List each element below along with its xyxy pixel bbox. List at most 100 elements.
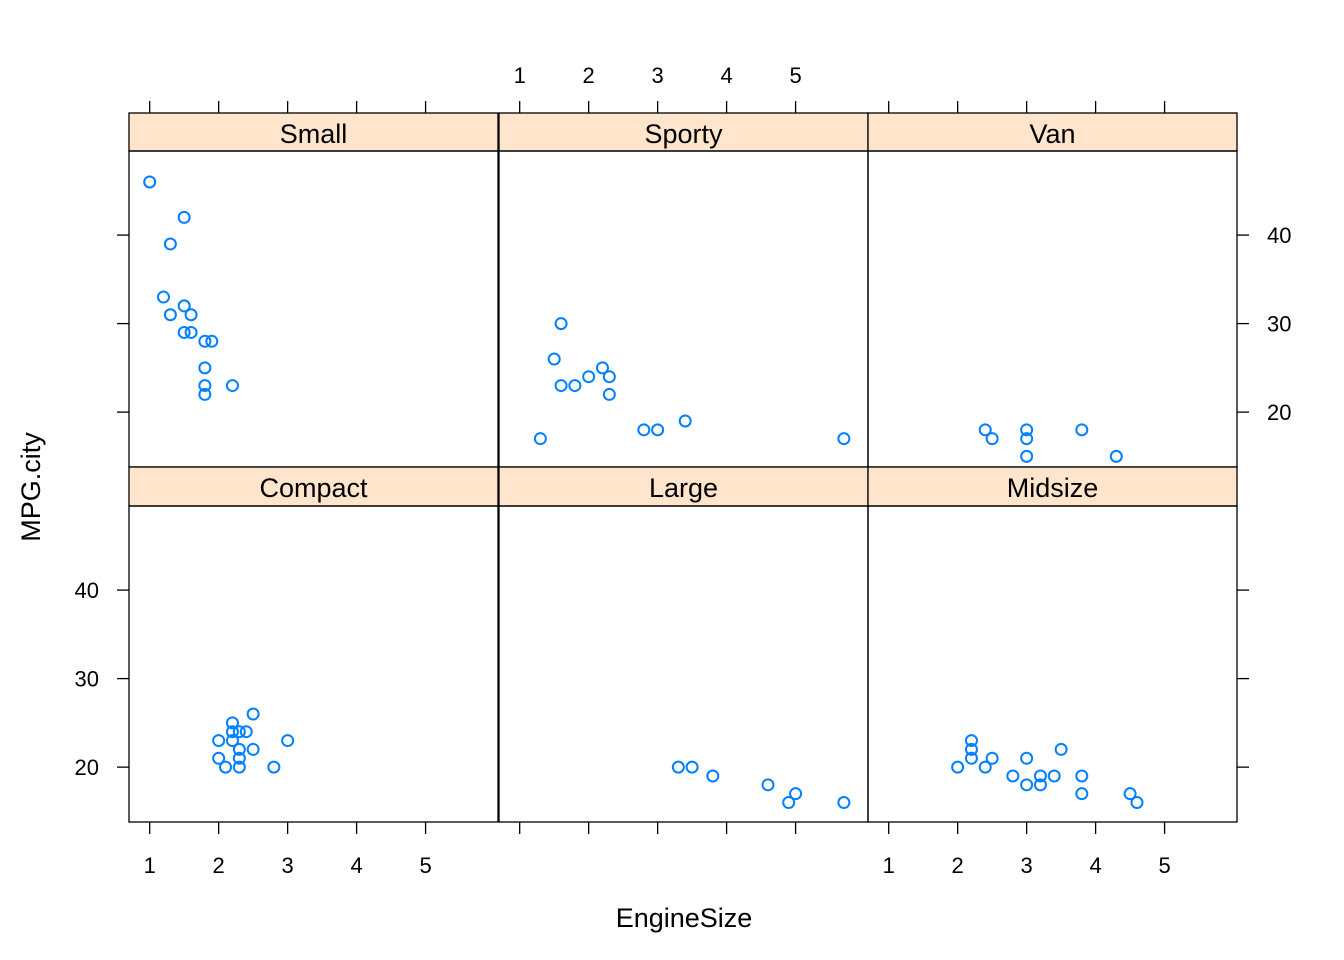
- x-tick-label-bottom: 2: [213, 853, 225, 878]
- data-point: [267, 760, 281, 774]
- axis-ticks: 20 20 30 30 40 40 1 2 3 4 5 1 2 3 4 5 1 2 3 4 5: [75, 63, 1292, 878]
- data-point: [163, 237, 177, 251]
- data-point: [198, 334, 212, 348]
- panels: Small Sporty Van Compact Large Midsize: [128, 112, 1238, 823]
- data-point: [595, 361, 609, 375]
- data-point: [1075, 769, 1089, 783]
- strip-midsize: [867, 466, 1238, 507]
- data-point: [964, 734, 978, 748]
- data-point: [1075, 787, 1089, 801]
- data-point: [985, 751, 999, 765]
- data-point: [246, 742, 260, 756]
- data-point: [177, 325, 191, 339]
- y-tick-label-left: 20: [75, 755, 99, 780]
- strip-sporty: [498, 112, 869, 152]
- data-point: [1075, 423, 1089, 437]
- strip-van: [867, 112, 1238, 152]
- panel-van: Van: [867, 112, 1238, 468]
- panel-compact: Compact: [128, 466, 499, 823]
- data-point: [225, 716, 239, 730]
- data-point: [985, 432, 999, 446]
- data-point: [1109, 449, 1123, 463]
- y-tick-label-left: 40: [75, 578, 99, 603]
- strip-label-sporty: Sporty: [644, 119, 723, 149]
- strip-compact: [128, 466, 499, 507]
- data-point: [837, 796, 851, 810]
- x-tick-label-top: 3: [652, 63, 664, 88]
- data-point: [789, 787, 803, 801]
- y-axis-label: MPG.city: [16, 432, 46, 542]
- panel-frame-compact: [128, 505, 499, 823]
- data-point: [281, 734, 295, 748]
- data-point: [198, 361, 212, 375]
- x-tick-label-bottom: 3: [1021, 853, 1033, 878]
- x-tick-label-bottom: 3: [282, 853, 294, 878]
- data-point: [951, 760, 965, 774]
- data-point: [184, 325, 198, 339]
- data-point: [205, 334, 219, 348]
- data-point: [782, 796, 796, 810]
- x-tick-label-top: 5: [789, 63, 801, 88]
- data-point: [978, 423, 992, 437]
- data-point: [1006, 769, 1020, 783]
- data-point: [232, 725, 246, 739]
- data-point: [637, 423, 651, 437]
- panel-large: Large: [498, 466, 869, 823]
- panel-small: Small: [128, 112, 499, 468]
- data-point: [964, 742, 978, 756]
- data-point: [554, 317, 568, 331]
- data-point: [1020, 432, 1034, 446]
- x-tick-label-top: 1: [514, 63, 526, 88]
- data-point: [582, 370, 596, 384]
- x-tick-label-bottom: 1: [883, 853, 895, 878]
- x-tick-label-bottom: 5: [419, 853, 431, 878]
- data-point: [1020, 751, 1034, 765]
- data-point: [1033, 769, 1047, 783]
- data-point: [1020, 423, 1034, 437]
- data-point: [246, 707, 260, 721]
- data-point: [212, 734, 226, 748]
- x-tick-label-bottom: 5: [1158, 853, 1170, 878]
- panel-midsize: Midsize: [867, 466, 1238, 823]
- data-point: [156, 290, 170, 304]
- data-point: [225, 734, 239, 748]
- data-point: [212, 751, 226, 765]
- data-point: [964, 751, 978, 765]
- data-point: [239, 725, 253, 739]
- data-point: [685, 760, 699, 774]
- data-point: [177, 299, 191, 313]
- y-tick-label-left: 30: [75, 667, 99, 692]
- y-tick-label-right: 20: [1267, 400, 1291, 425]
- x-tick-label-bottom: 4: [1089, 853, 1101, 878]
- data-point: [706, 769, 720, 783]
- x-axis-label: EngineSize: [616, 903, 753, 933]
- strip-label-small: Small: [280, 119, 348, 149]
- x-tick-label-bottom: 4: [350, 853, 362, 878]
- x-tick-label-top: 2: [583, 63, 595, 88]
- y-tick-label-right: 30: [1267, 312, 1291, 337]
- strip-label-large: Large: [649, 473, 718, 503]
- data-point: [232, 751, 246, 765]
- strip-label-compact: Compact: [259, 473, 368, 503]
- x-tick-label-bottom: 2: [952, 853, 964, 878]
- data-point: [1123, 787, 1137, 801]
- strip-label-midsize: Midsize: [1007, 473, 1099, 503]
- data-point: [1020, 449, 1034, 463]
- data-point: [1054, 742, 1068, 756]
- y-tick-label-right: 40: [1267, 223, 1291, 248]
- data-point: [533, 432, 547, 446]
- data-point: [198, 387, 212, 401]
- data-point: [568, 379, 582, 393]
- data-point: [198, 379, 212, 393]
- data-point: [232, 760, 246, 774]
- strip-label-van: Van: [1029, 119, 1075, 149]
- data-point: [761, 778, 775, 792]
- panel-sporty: Sporty: [498, 112, 869, 468]
- data-point: [671, 760, 685, 774]
- data-point: [225, 379, 239, 393]
- data-point: [1047, 769, 1061, 783]
- data-point: [177, 210, 191, 224]
- data-point: [225, 725, 239, 739]
- data-point: [1033, 778, 1047, 792]
